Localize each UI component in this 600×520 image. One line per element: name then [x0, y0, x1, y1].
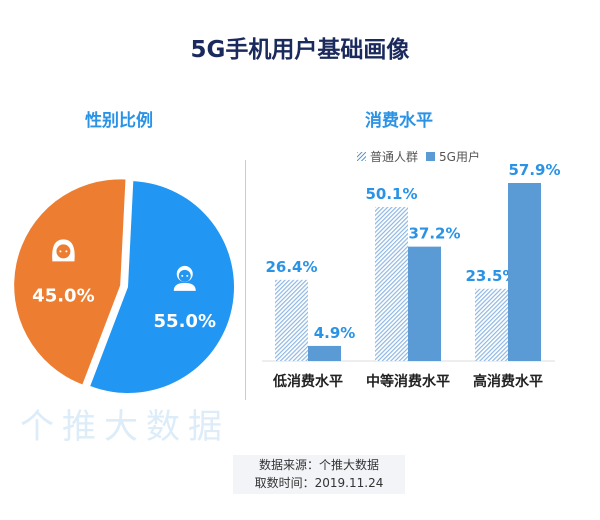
pie-slice-male: [90, 181, 235, 393]
bar-value-label: 23.5%: [465, 267, 517, 285]
bar-5G用户: [408, 246, 441, 361]
bar-普通人群: [275, 279, 308, 361]
data-source: 数据来源：个推大数据: [258, 458, 379, 472]
pie-slice-female: [14, 179, 126, 385]
bar-普通人群: [375, 206, 408, 361]
legend-label: 5G用户: [439, 150, 480, 164]
bar-title: 消费水平: [365, 111, 433, 131]
watermark: 个推大数据: [20, 407, 230, 447]
x-tick-label: 高消费水平: [473, 373, 543, 390]
legend-swatch-hatched: [357, 152, 366, 161]
legend: 普通人群 5G用户: [357, 148, 480, 165]
data-time: 取数时间：2019.11.24: [254, 476, 384, 490]
male-user-icon: [173, 265, 196, 291]
divider: [245, 160, 246, 400]
bar-5G用户: [308, 345, 341, 361]
bar-value-label: 50.1%: [365, 185, 417, 203]
pie-title: 性别比例: [85, 111, 153, 131]
x-tick-label: 中等消费水平: [366, 373, 450, 390]
pie-label: 55.0%: [154, 311, 216, 332]
legend-label: 普通人群: [370, 150, 419, 164]
x-tick-label: 低消费水平: [272, 373, 343, 390]
bar-value-label: 57.9%: [508, 161, 560, 179]
page-title: 5G手机用户基础画像: [190, 37, 410, 63]
female-user-icon: [52, 239, 75, 262]
bar-value-label: 37.2%: [408, 225, 460, 243]
bar-value-label: 4.9%: [314, 324, 356, 342]
pie-label: 45.0%: [32, 285, 94, 306]
footer: 数据来源：个推大数据 取数时间：2019.11.24: [233, 455, 405, 494]
bar-5G用户: [508, 183, 541, 361]
bar-value-label: 26.4%: [265, 258, 317, 276]
legend-swatch-solid: [426, 152, 436, 161]
bar-普通人群: [475, 288, 508, 361]
